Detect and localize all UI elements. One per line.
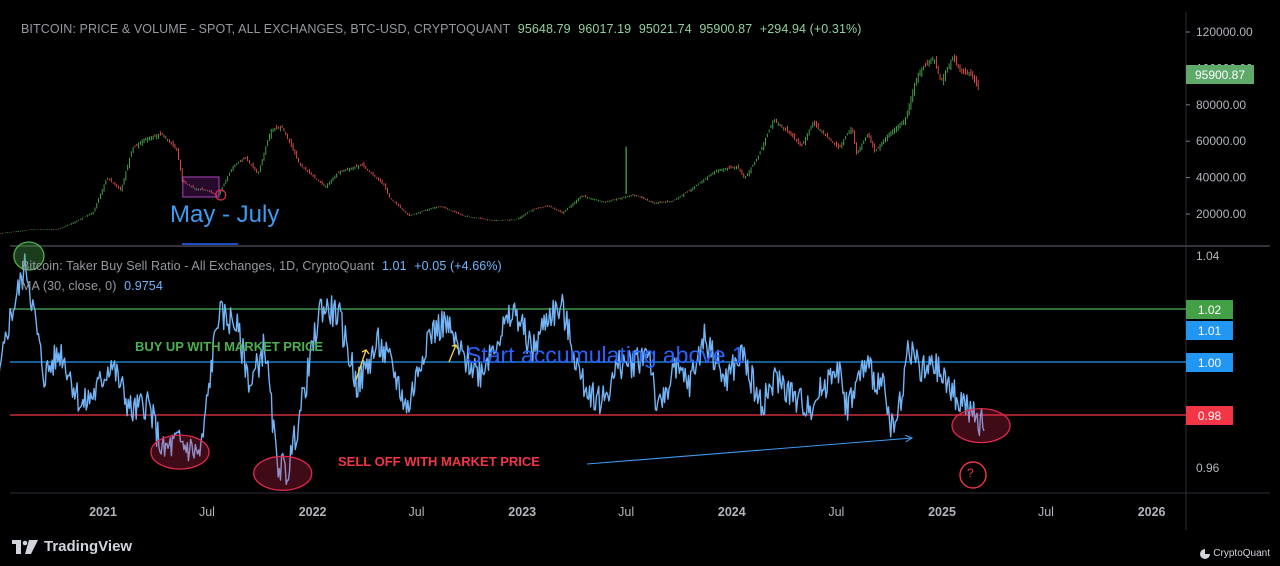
last-price-label: 95900.87 [1186, 65, 1254, 84]
hline-label-1-00: 1.00 [1186, 353, 1233, 372]
ratio-change: +0.05 (+4.66%) [414, 259, 502, 273]
price-low: 95021.74 [638, 22, 692, 36]
ratio-tick-label: 0.96 [1196, 461, 1220, 475]
price-tick-label: 120000.00 [1196, 25, 1253, 39]
time-axis-label: 2022 [299, 505, 327, 519]
ratio-series-line [0, 253, 985, 486]
annotation-sell-off: SELL OFF WITH MARKET PRICE [338, 454, 540, 469]
tradingview-icon [12, 539, 38, 554]
ratio-value: 1.01 [381, 259, 407, 273]
price-tick-label: 20000.00 [1196, 207, 1246, 221]
tradingview-logo[interactable]: TradingView [12, 538, 132, 555]
hline-label-1-02: 1.02 [1186, 300, 1233, 319]
time-axis-label: Jul [1038, 505, 1054, 519]
time-axis-label: 2025 [928, 505, 956, 519]
price-tick-label: 80000.00 [1196, 98, 1246, 112]
current-ratio-label: 1.01 [1186, 321, 1233, 340]
cryptoquant-icon [1200, 548, 1211, 559]
time-axis-label: 2024 [718, 505, 746, 519]
current-low-ellipse [951, 407, 1011, 444]
time-axis-label: 2021 [89, 505, 117, 519]
price-close: 95900.87 [699, 22, 753, 36]
price-pane-header: BITCOIN: PRICE & VOLUME - SPOT, ALL EXCH… [21, 22, 866, 36]
cryptoquant-text: CryptoQuant [1213, 548, 1270, 559]
ratio-tick-label: 1.04 [1196, 249, 1220, 263]
low-ellipse-2021-nov [253, 455, 313, 491]
annotation-question: ? [967, 466, 974, 480]
annotation-buy-up: BUY UP WITH MARKET PRICE [135, 339, 324, 354]
annotation-may-july: May - July [170, 201, 280, 228]
price-change: +294.94 (+0.31%) [759, 22, 862, 36]
cryptoquant-logo: CryptoQuant [1200, 548, 1270, 559]
price-candles [0, 54, 979, 234]
price-tick-label: 60000.00 [1196, 134, 1246, 148]
time-axis-label: 2026 [1138, 505, 1166, 519]
price-high: 96017.19 [578, 22, 632, 36]
ratio-pane-title: Bitcoin: Taker Buy Sell Ratio - All Exch… [21, 259, 375, 273]
time-axis-label: Jul [828, 505, 844, 519]
time-axis-label: Jul [199, 505, 215, 519]
ma-value: 0.9754 [124, 279, 163, 293]
time-axis-label: Jul [409, 505, 425, 519]
buy-arrow-yellow-1 [355, 349, 370, 381]
buy-arrow-yellow-2 [448, 344, 459, 363]
hline-label-0-98: 0.98 [1186, 406, 1233, 425]
tradingview-text: TradingView [44, 538, 133, 555]
trend-arrow [586, 438, 912, 465]
footer-bar [0, 530, 1280, 566]
time-axis-label: 2023 [508, 505, 536, 519]
low-ellipse-2021-may [150, 434, 210, 470]
question-circle [959, 461, 987, 489]
time-axis-label: Jul [618, 505, 634, 519]
ma-label: MA (30, close, 0) [21, 279, 117, 293]
ratio-pane-header: Bitcoin: Taker Buy Sell Ratio - All Exch… [21, 259, 506, 273]
may-july-marker-circle [215, 189, 227, 201]
annotation-accumulate: Start accumulating above 1 [466, 342, 745, 368]
ma-header: MA (30, close, 0) 0.9754 [21, 279, 167, 293]
price-pane-title: BITCOIN: PRICE & VOLUME - SPOT, ALL EXCH… [21, 22, 511, 36]
price-tick-label: 40000.00 [1196, 171, 1246, 185]
high-ellipse-2020 [13, 241, 45, 271]
may-july-highlight-box [182, 176, 220, 198]
price-open: 95648.79 [517, 22, 571, 36]
